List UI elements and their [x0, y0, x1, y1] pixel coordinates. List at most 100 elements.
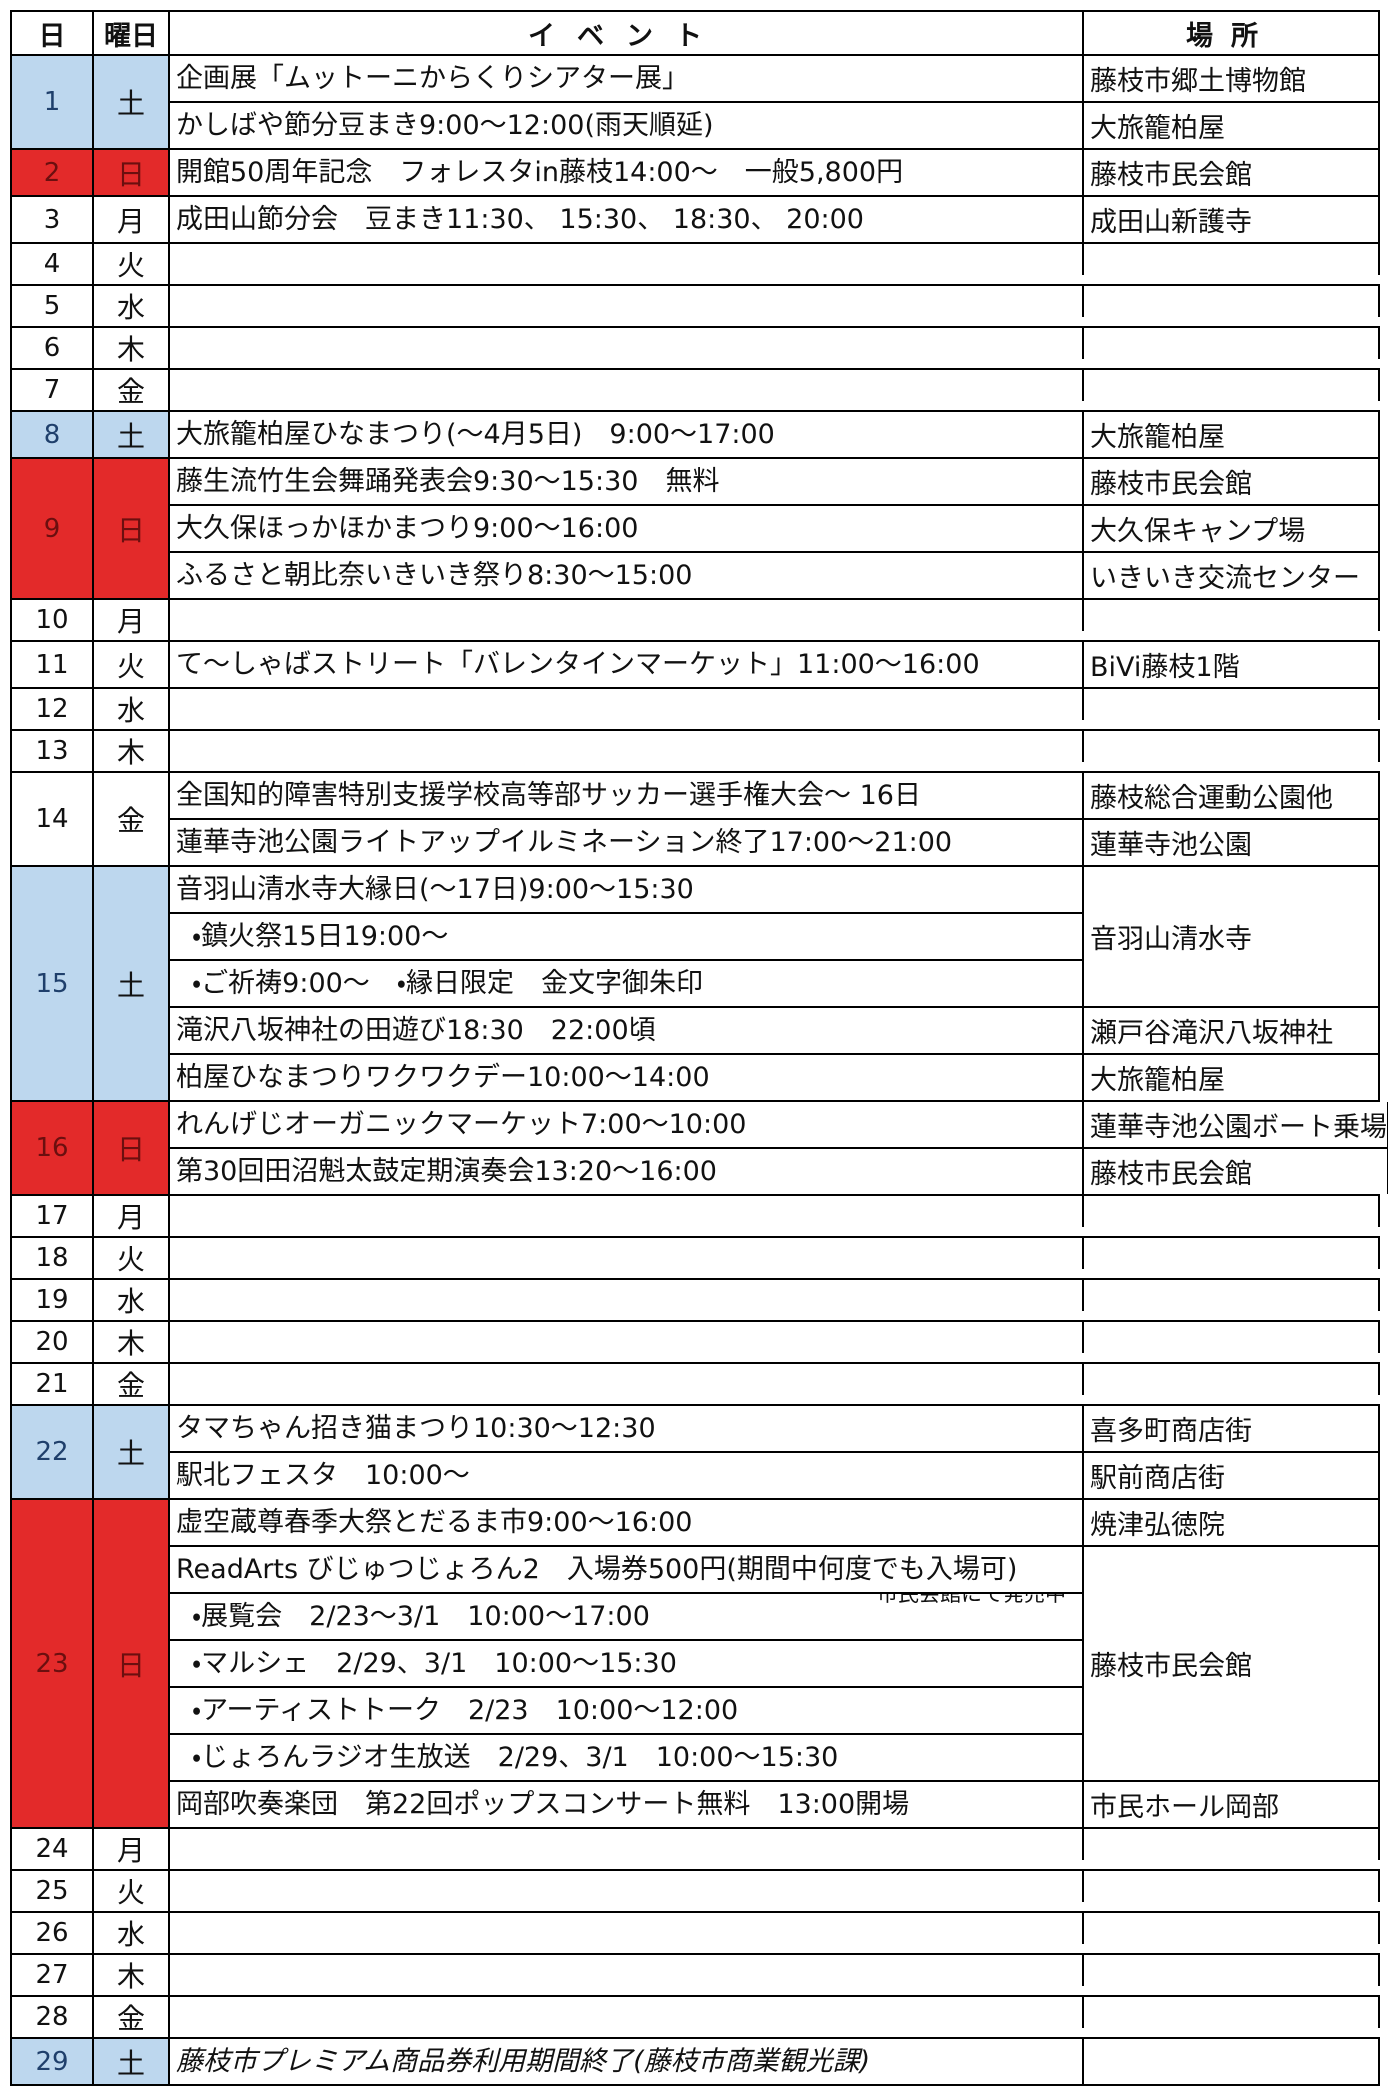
place-cell: 大旅籠柏屋: [1084, 103, 1380, 148]
place-cell: [1084, 286, 1380, 317]
date-cell: 7: [12, 370, 94, 410]
entry-group: 大久保ほっかほかまつり9:00～16:00 大久保キャンプ場: [170, 506, 1380, 553]
date-cell: 9: [12, 459, 94, 598]
events-area: [170, 689, 1380, 729]
date-cell: 5: [12, 286, 94, 326]
event-column: ReadArts びじゅつじょろん2 入場券500円(期間中何度でも入場可) ・展…: [170, 1547, 1084, 1780]
day-row: 13 木: [12, 731, 1380, 773]
events-area: タマちゃん招き猫まつり10:30～12:30 喜多町商店街 駅北フェスタ 10:00…: [170, 1406, 1380, 1498]
entry-group: [170, 1997, 1380, 2028]
event-line: ・鎮火祭15日19:00～: [170, 914, 1082, 961]
event-column: [170, 1997, 1084, 2028]
weekday-cell: 木: [94, 1322, 170, 1362]
entry-group: 虚空蔵尊春季大祭とだるま市9:00～16:00 焼津弘徳院: [170, 1500, 1380, 1547]
date-cell: 14: [12, 773, 94, 865]
entry-group: 蓮華寺池公園ライトアップイルミネーション終了17:00～21:00 蓮華寺池公園: [170, 820, 1380, 865]
place-cell: BiVi藤枝1階: [1084, 642, 1380, 687]
place-cell: 成田山新護寺: [1084, 197, 1380, 242]
entry-group: [170, 731, 1380, 762]
place-cell: 大久保キャンプ場: [1084, 506, 1380, 551]
place-cell: [1084, 1280, 1380, 1311]
weekday-cell: 木: [94, 731, 170, 771]
day-row: 10 月: [12, 600, 1380, 642]
day-row: 22 土タマちゃん招き猫まつり10:30～12:30 喜多町商店街 駅北フェスタ 10…: [12, 1406, 1380, 1500]
event-column: かしばや節分豆まき9:00～12:00(雨天順延): [170, 103, 1084, 148]
weekday-cell: 水: [94, 1913, 170, 1953]
event-line: ・ご祈祷9:00～ ・縁日限定 金文字御朱印: [192, 968, 703, 999]
events-area: [170, 1196, 1380, 1236]
calendar-table: 日 曜日 イベント 場所 1 土企画展「ムットーニからくりシアター展」 藤枝市郷土博…: [10, 10, 1388, 2086]
event-line: 岡部吹奏楽団 第22回ポップスコンサート無料 13:00開場: [176, 1789, 910, 1820]
entry-group: [170, 1238, 1380, 1269]
event-column: [170, 1913, 1084, 1944]
entry-group: 第30回田沼魁太鼓定期演奏会13:20～16:00 藤枝市民会館: [170, 1149, 1388, 1194]
event-line: ふるさと朝比奈いきいき祭り8:30～15:00: [176, 560, 693, 591]
event-text: ・展覧会 2/23～3/1 10:00～17:00: [192, 1601, 650, 1632]
event-line: 藤生流竹生会舞踊発表会9:30～15:30 無料: [176, 466, 720, 497]
event-line: れんげじオーガニックマーケット7:00～10:00: [176, 1109, 747, 1140]
place-cell: 藤枝総合運動公園他: [1084, 773, 1380, 818]
event-line: 滝沢八坂神社の田遊び18:30 22:00頃: [176, 1015, 656, 1046]
day-row: 26 水: [12, 1913, 1380, 1955]
day-row: 3 月成田山節分会 豆まき11:30、 15:30、 18:30、 20:00 成田…: [12, 197, 1380, 244]
event-line: ・マルシェ 2/29、3/1 10:00～15:30: [170, 1641, 1082, 1688]
day-row: 12 水: [12, 689, 1380, 731]
place-cell: 藤枝市民会館: [1084, 1547, 1380, 1780]
entry-group: [170, 328, 1380, 359]
place-cell: [1084, 600, 1380, 631]
date-cell: 22: [12, 1406, 94, 1498]
place-cell: 瀬戸谷滝沢八坂神社: [1084, 1008, 1380, 1053]
events-area: [170, 1829, 1380, 1869]
entry-group: かしばや節分豆まき9:00～12:00(雨天順延) 大旅籠柏屋: [170, 103, 1380, 148]
event-column: タマちゃん招き猫まつり10:30～12:30: [170, 1406, 1084, 1451]
event-column: [170, 600, 1084, 631]
day-row: 16 日れんげじオーガニックマーケット7:00～10:00 蓮華寺池公園ボート乗場第…: [12, 1102, 1388, 1196]
day-row: 29 土藤枝市プレミアム商品券利用期間終了(藤枝市商業観光課): [12, 2039, 1380, 2086]
event-column: 開館50周年記念 フォレスタin藤枝14:00～ 一般5,800円: [170, 150, 1084, 195]
day-row: 18 火: [12, 1238, 1380, 1280]
event-column: 音羽山清水寺大縁日(～17日)9:00～15:30 ・鎮火祭15日19:00～ ・ご…: [170, 867, 1084, 1006]
date-cell: 29: [12, 2039, 94, 2084]
date-cell: 18: [12, 1238, 94, 1278]
date-cell: 2: [12, 150, 94, 195]
event-column: [170, 1196, 1084, 1227]
day-row: 23 日虚空蔵尊春季大祭とだるま市9:00～16:00 焼津弘徳院 ReadArts …: [12, 1500, 1380, 1829]
entry-group: 開館50周年記念 フォレスタin藤枝14:00～ 一般5,800円 藤枝市民会館: [170, 150, 1380, 195]
event-column: [170, 1829, 1084, 1860]
event-line: かしばや節分豆まき9:00～12:00(雨天順延): [176, 110, 714, 141]
entry-group: 大旅籠柏屋ひなまつり(～4月5日) 9:00～17:00 大旅籠柏屋: [170, 412, 1380, 457]
place-cell: [1084, 1955, 1380, 1986]
place-cell: 大旅籠柏屋: [1084, 1055, 1380, 1100]
place-cell: 駅前商店街: [1084, 1453, 1380, 1498]
place-cell: 喜多町商店街: [1084, 1406, 1380, 1451]
day-row: 9 日藤生流竹生会舞踊発表会9:30～15:30 無料 藤枝市民会館 大久保ほっかほか…: [12, 459, 1380, 600]
entry-group: [170, 1280, 1380, 1311]
place-cell: [1084, 731, 1380, 762]
day-row: 25 火: [12, 1871, 1380, 1913]
entry-group: 音羽山清水寺大縁日(～17日)9:00～15:30 ・鎮火祭15日19:00～ ・ご…: [170, 867, 1380, 1008]
weekday-cell: 土: [94, 1406, 170, 1498]
date-cell: 10: [12, 600, 94, 640]
header-cell: 曜日: [94, 12, 170, 54]
event-line: 藤枝市プレミアム商品券利用期間終了(藤枝市商業観光課): [176, 2046, 871, 2077]
events-area: [170, 1997, 1380, 2037]
place-cell: 音羽山清水寺: [1084, 867, 1380, 1006]
day-row: 1 土企画展「ムットーニからくりシアター展」 藤枝市郷土博物館 かしばや節分豆まき9:…: [12, 56, 1380, 150]
header-cell: イベント: [170, 12, 1084, 54]
event-column: [170, 328, 1084, 359]
place-cell: 大旅籠柏屋: [1084, 412, 1380, 457]
date-cell: 23: [12, 1500, 94, 1827]
date-cell: 1: [12, 56, 94, 148]
weekday-cell: 月: [94, 1196, 170, 1236]
events-area: 全国知的障害特別支援学校高等部サッカー選手権大会～ 16日 藤枝総合運動公園他 蓮華…: [170, 773, 1380, 865]
entry-group: タマちゃん招き猫まつり10:30～12:30 喜多町商店街: [170, 1406, 1380, 1453]
day-row: 19 水: [12, 1280, 1380, 1322]
place-cell: 藤枝市民会館: [1084, 459, 1380, 504]
event-column: 第30回田沼魁太鼓定期演奏会13:20～16:00: [170, 1149, 1084, 1194]
event-line: タマちゃん招き猫まつり10:30～12:30: [176, 1413, 656, 1444]
event-column: [170, 1364, 1084, 1395]
events-area: 企画展「ムットーニからくりシアター展」 藤枝市郷土博物館 かしばや節分豆まき9:00…: [170, 56, 1380, 148]
event-column: 藤枝市プレミアム商品券利用期間終了(藤枝市商業観光課): [170, 2039, 1084, 2084]
entry-group: 駅北フェスタ 10:00～ 駅前商店街: [170, 1453, 1380, 1498]
weekday-cell: 金: [94, 773, 170, 865]
